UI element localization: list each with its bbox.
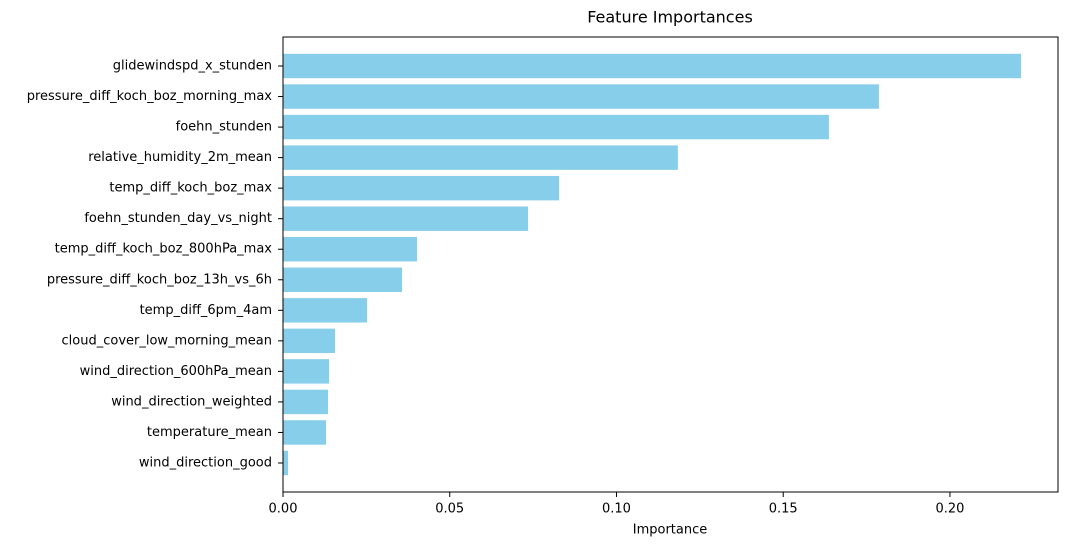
bar <box>283 298 368 323</box>
y-tick-label: relative_humidity_2m_mean <box>88 150 272 165</box>
y-tick-label: temp_diff_koch_boz_max <box>109 181 272 196</box>
bar <box>283 84 879 109</box>
x-tick-label: 0.15 <box>769 502 798 517</box>
x-tick-label: 0.20 <box>935 502 964 517</box>
bar <box>283 267 403 292</box>
axes-frame <box>282 36 1059 493</box>
bar <box>283 328 336 354</box>
y-tick-label: temp_diff_koch_boz_800hPa_max <box>55 242 273 257</box>
bar <box>283 114 829 140</box>
chart-title: Feature Importances <box>587 8 753 27</box>
bar <box>283 359 330 384</box>
bar <box>283 237 418 262</box>
bar <box>283 175 560 201</box>
y-tick-label: pressure_diff_koch_boz_morning_max <box>27 89 273 104</box>
bar <box>283 145 678 170</box>
y-tick-label: wind_direction_600hPa_mean <box>80 364 272 379</box>
y-tick-label: cloud_cover_low_morning_mean <box>62 333 272 348</box>
y-tick-label: glidewindspd_x_stunden <box>113 59 272 74</box>
bar <box>283 53 1021 79</box>
y-tick-label: foehn_stunden <box>176 120 272 135</box>
x-tick-label: 0.00 <box>269 502 298 517</box>
y-tick-label: temp_diff_6pm_4am <box>140 303 272 318</box>
y-tick-label: wind_direction_weighted <box>111 394 272 409</box>
y-tick-label: temperature_mean <box>147 425 272 440</box>
x-tick-label: 0.05 <box>435 502 464 517</box>
x-tick-label: 0.10 <box>602 502 631 517</box>
bar <box>283 420 327 445</box>
bar <box>283 389 329 415</box>
bar <box>283 206 529 231</box>
y-tick-label: pressure_diff_koch_boz_13h_vs_6h <box>47 272 272 287</box>
x-axis-label: Importance <box>633 523 708 538</box>
bar <box>283 450 289 476</box>
y-tick-label: wind_direction_good <box>139 455 272 470</box>
y-tick-label: foehn_stunden_day_vs_night <box>84 211 272 226</box>
